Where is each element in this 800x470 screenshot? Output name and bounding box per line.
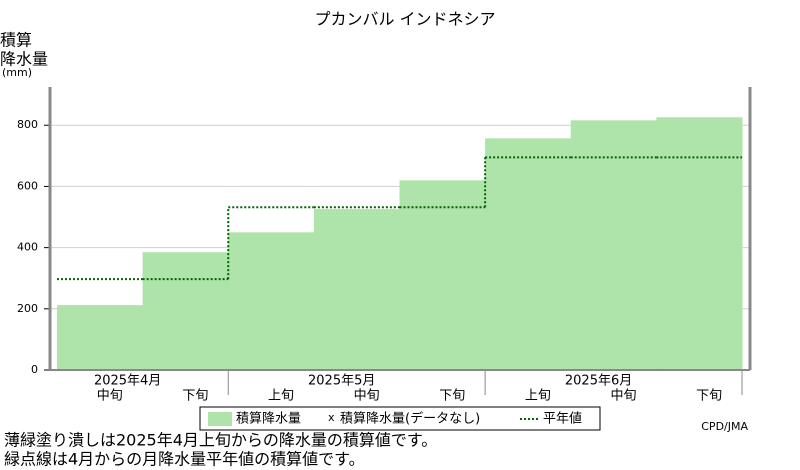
bar bbox=[570, 120, 657, 370]
x-tick-label: 下旬 bbox=[696, 389, 722, 404]
legend-marker: x bbox=[328, 411, 335, 424]
x-tick-label: 下旬 bbox=[439, 389, 465, 404]
bar bbox=[485, 138, 572, 370]
x-tick-label: 下旬 bbox=[182, 389, 208, 404]
legend-box bbox=[199, 406, 601, 431]
x-tick-label: 上旬 bbox=[525, 389, 551, 404]
y-label: (mm) bbox=[2, 66, 32, 79]
note: 薄緑塗り潰しは2025年4月上旬からの降水量の積算値です。 bbox=[4, 431, 437, 450]
y-tick-label: 0 bbox=[31, 363, 38, 376]
x-tick-label: 中旬 bbox=[354, 389, 380, 404]
note: 緑点線は4月からの月降水量平年値の積算値です。 bbox=[4, 450, 365, 469]
x-tick-label: 中旬 bbox=[611, 389, 637, 404]
legend-label: 積算降水量(データなし) bbox=[340, 411, 480, 427]
x-tick-label: 中旬 bbox=[97, 389, 123, 404]
y-label: 降水量 bbox=[0, 50, 48, 69]
legend-swatch bbox=[208, 412, 232, 426]
y-tick-label: 800 bbox=[17, 118, 38, 131]
chart-title: プカンバル インドネシア bbox=[314, 10, 495, 29]
legend-label: 積算降水量 bbox=[236, 412, 301, 427]
bar bbox=[656, 117, 743, 370]
month-label: 2025年6月 bbox=[565, 374, 632, 389]
y-tick-label: 400 bbox=[17, 241, 38, 254]
bar bbox=[142, 252, 229, 370]
y-tick-label: 600 bbox=[17, 179, 38, 192]
month-label: 2025年5月 bbox=[308, 374, 375, 389]
y-label: 積算 bbox=[0, 31, 32, 50]
bar bbox=[313, 209, 400, 370]
x-tick-label: 上旬 bbox=[268, 389, 294, 404]
legend-label: 平年値 bbox=[543, 411, 582, 427]
credit: CPD/JMA bbox=[701, 420, 748, 433]
bar bbox=[228, 232, 315, 370]
y-tick-label: 200 bbox=[17, 302, 38, 315]
bar bbox=[57, 305, 144, 370]
month-label: 2025年4月 bbox=[94, 374, 161, 389]
bar bbox=[399, 180, 486, 370]
